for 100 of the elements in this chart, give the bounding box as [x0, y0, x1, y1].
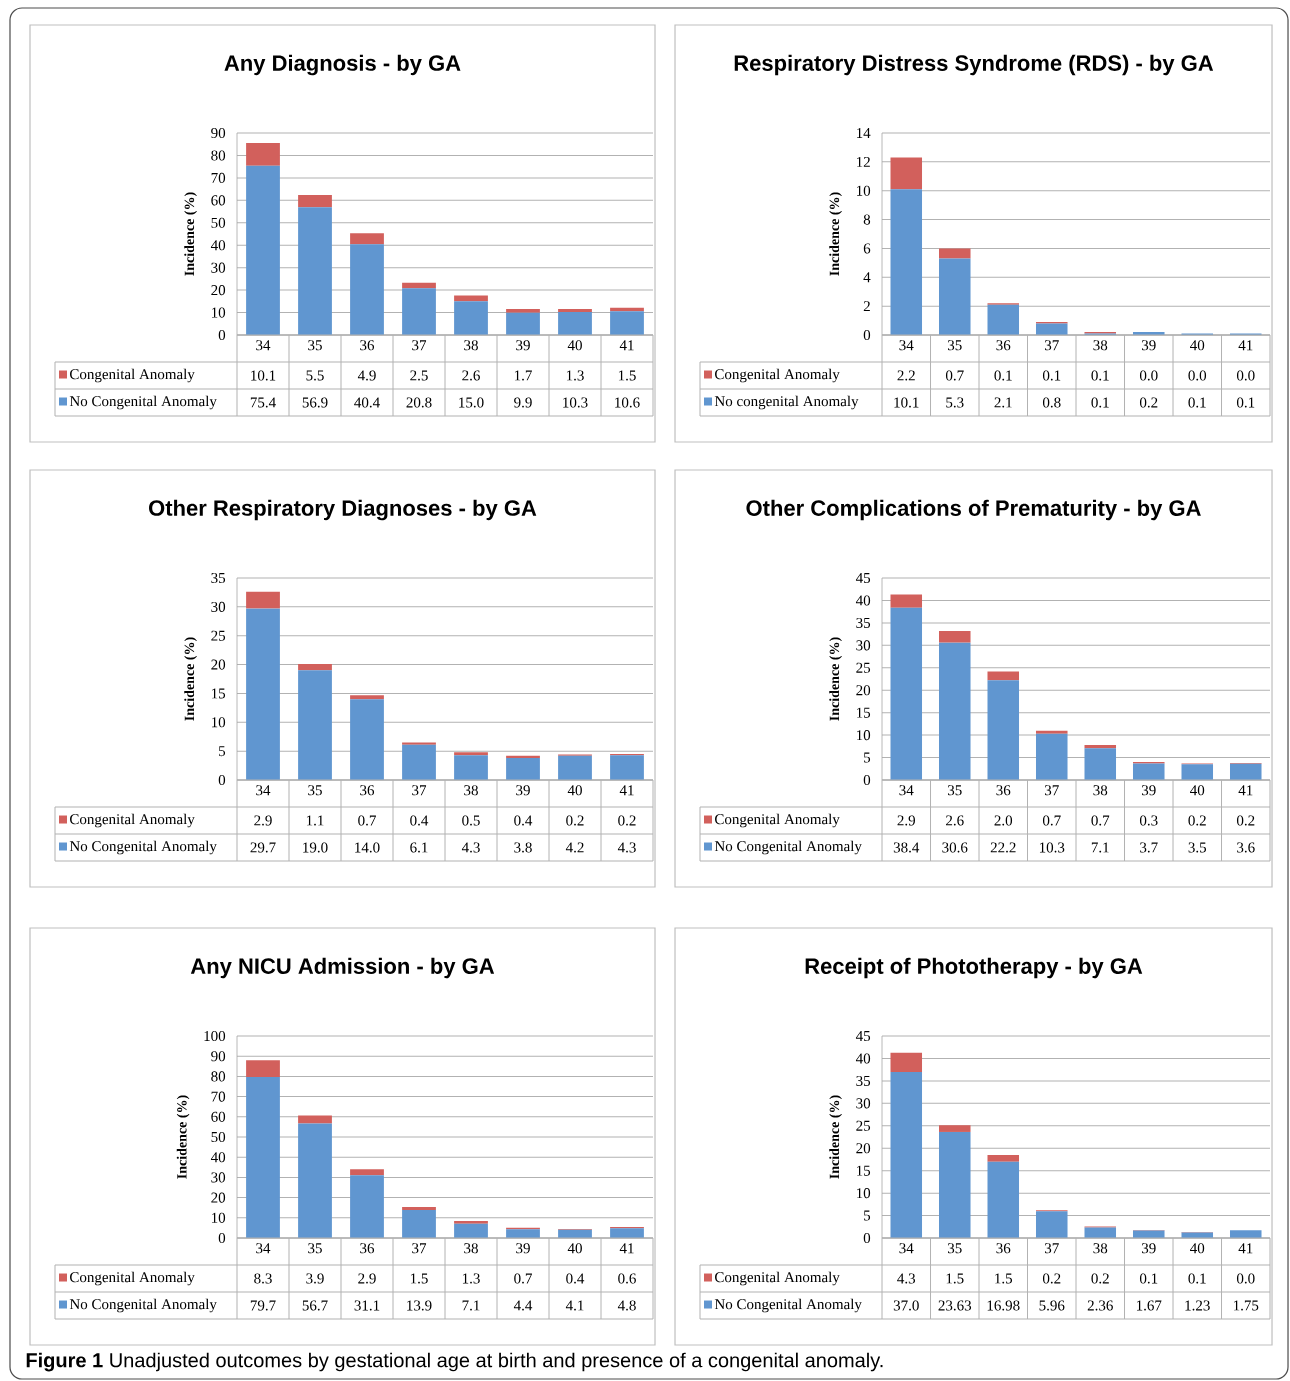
data-label: 40.4	[354, 397, 380, 408]
y-tick-label: 40	[855, 1053, 871, 1064]
x-tick-label: 35	[308, 340, 322, 351]
y-tick-label: 40	[210, 240, 226, 251]
data-label: 2.36	[1087, 1300, 1113, 1311]
x-tick-label: 40	[567, 785, 582, 796]
x-tick-label: 39	[516, 340, 530, 351]
y-tick-label: 6	[863, 243, 871, 254]
y-tick-label: 70	[211, 172, 226, 183]
data-label: 14.0	[355, 842, 380, 853]
x-tick-label: 37	[1044, 785, 1059, 796]
x-tick-label: 35	[947, 340, 962, 351]
data-label: 7.1	[1091, 842, 1109, 853]
data-label: 0.2	[618, 815, 636, 826]
data-label: 4.8	[617, 1300, 636, 1311]
data-label: 4.9	[357, 370, 376, 381]
data-label: 0.0	[1236, 1273, 1255, 1284]
y-tick-label: 5	[219, 746, 226, 757]
x-tick-label: 40	[567, 1243, 582, 1254]
x-tick-label: 38	[464, 1243, 478, 1254]
x-tick-label: 41	[619, 1243, 634, 1254]
x-tick-label: 36	[996, 340, 1011, 351]
chart-title: Any NICU Admission - by GA	[190, 957, 495, 979]
y-tick-label: 50	[211, 217, 226, 228]
x-tick-label: 36	[360, 785, 375, 796]
legend-label: No Congenital Anomaly	[714, 1298, 862, 1313]
x-tick-label: 41	[1238, 785, 1253, 796]
data-label: 9.9	[514, 397, 532, 408]
y-tick-label: 15	[856, 707, 871, 718]
y-tick-label: 10	[211, 307, 226, 318]
x-tick-label: 34	[256, 340, 271, 351]
y-tick-label: 30	[211, 262, 226, 273]
data-label: 4.4	[513, 1300, 533, 1311]
data-label: 4.2	[565, 842, 584, 853]
y-tick-label: 25	[211, 630, 226, 641]
y-tick-label: 20	[211, 285, 226, 296]
y-axis-title: Incidence (%)	[184, 637, 197, 721]
data-label: 0.1	[1091, 370, 1109, 381]
data-label: 0.0	[1236, 370, 1255, 381]
y-tick-label: 30	[211, 1172, 226, 1183]
y-tick-label: 14	[856, 128, 871, 138]
data-label: 10.1	[894, 397, 919, 408]
x-tick-label: 37	[1044, 340, 1059, 351]
data-label: 0.1	[1236, 397, 1255, 408]
x-tick-label: 38	[1093, 340, 1108, 351]
data-label: 20.8	[406, 397, 432, 408]
data-label: 0.8	[1042, 397, 1061, 408]
x-tick-label: 38	[464, 340, 478, 351]
data-label: 0.4	[514, 815, 533, 826]
data-label: 0.6	[618, 1273, 636, 1284]
data-label: 3.8	[514, 842, 532, 853]
legend-label: Congenital Anomaly	[715, 1271, 840, 1286]
legend-label: No Congenital Anomaly	[69, 840, 217, 855]
data-label: 6.1	[410, 842, 428, 853]
y-tick-label: 70	[211, 1091, 226, 1102]
data-label: 1.1	[306, 815, 324, 826]
data-label: 2.9	[254, 815, 272, 826]
legend-label: No Congenital Anomaly	[714, 840, 862, 855]
y-tick-label: 100	[204, 1030, 226, 1042]
x-tick-label: 35	[947, 785, 962, 796]
y-axis-title: Incidence (%)	[176, 1095, 190, 1179]
data-label: 0.1	[1188, 1273, 1206, 1284]
data-label: 56.7	[302, 1300, 328, 1311]
legend-label: Congenital Anomaly	[70, 813, 195, 828]
data-label: 23.63	[938, 1300, 972, 1311]
data-label: 1.5	[410, 1273, 428, 1284]
x-tick-label: 37	[412, 1243, 427, 1254]
data-label: 7.1	[462, 1300, 480, 1311]
data-label: 22.2	[990, 842, 1016, 853]
data-label: 4.3	[617, 842, 636, 853]
data-label: 0.2	[566, 815, 584, 826]
x-tick-label: 39	[1141, 785, 1156, 796]
data-label: 0.2	[1188, 815, 1206, 826]
data-label: 1.5	[995, 1273, 1013, 1284]
y-tick-label: 10	[856, 730, 871, 741]
legend-label: Congenital Anomaly	[715, 368, 840, 383]
x-tick-label: 37	[412, 785, 427, 796]
y-tick-label: 0	[218, 329, 226, 341]
y-axis-title: Incidence (%)	[184, 192, 197, 276]
data-label: 2.5	[410, 370, 428, 381]
chart-title: Receipt of Phototherapy - by GA	[805, 957, 1143, 979]
x-tick-label: 38	[464, 785, 478, 796]
x-tick-label: 38	[1093, 785, 1108, 796]
data-label: 4.1	[565, 1300, 584, 1311]
data-label: 0.7	[1091, 815, 1110, 826]
y-tick-label: 40	[855, 595, 871, 606]
data-label: 0.2	[1091, 1273, 1109, 1284]
y-tick-label: 0	[218, 1232, 226, 1244]
data-label: 19.0	[303, 842, 328, 853]
x-tick-label: 36	[360, 340, 375, 351]
data-label: 10.3	[1039, 842, 1065, 853]
x-tick-label: 40	[1190, 1243, 1205, 1254]
data-label: 30.6	[942, 842, 968, 853]
x-tick-label: 36	[996, 1243, 1011, 1254]
x-tick-label: 36	[360, 1243, 375, 1254]
data-label: 5.5	[306, 370, 324, 381]
data-label: 2.6	[946, 815, 964, 826]
y-tick-label: 30	[856, 640, 871, 651]
data-label: 1.5	[618, 370, 636, 381]
data-label: 1.5	[946, 1273, 964, 1284]
